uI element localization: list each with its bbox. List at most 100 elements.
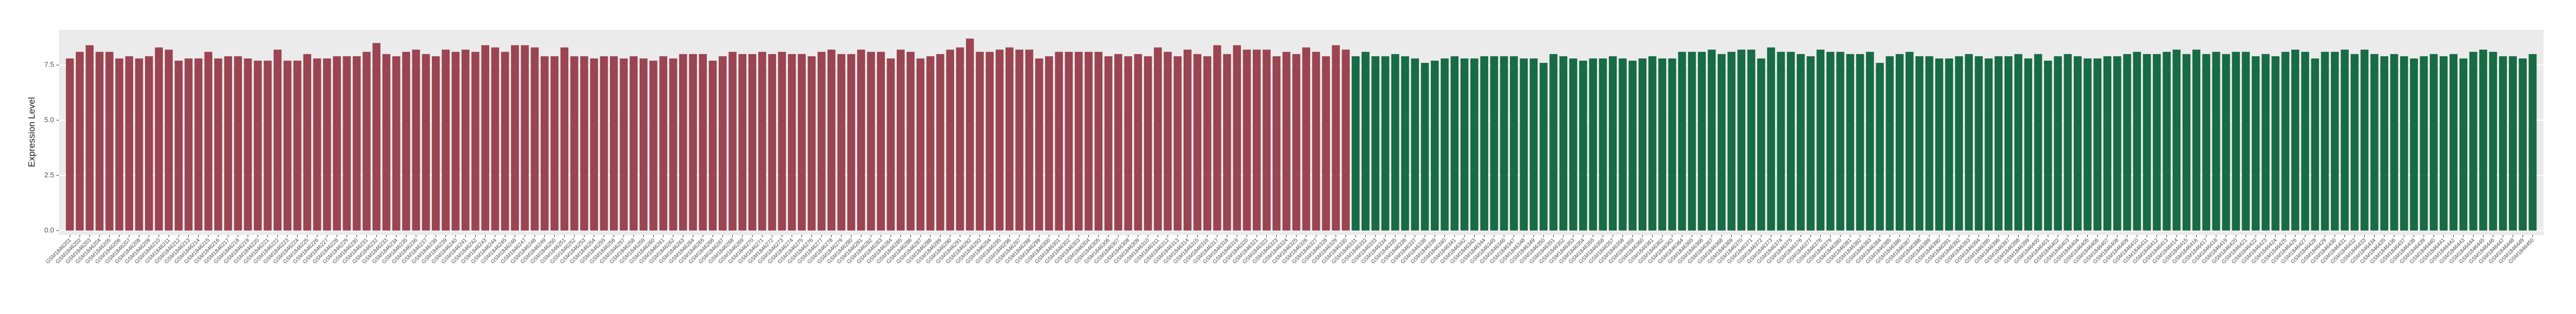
bar — [857, 49, 865, 231]
bar — [451, 51, 460, 231]
bar — [2321, 51, 2329, 231]
bar — [86, 45, 94, 231]
bar — [719, 56, 727, 231]
bar — [2459, 58, 2468, 231]
bar — [1441, 58, 1449, 231]
bar — [1905, 51, 1914, 231]
bar — [1064, 51, 1073, 231]
bar — [333, 56, 341, 231]
bar — [580, 56, 588, 231]
bar — [1263, 49, 1271, 231]
bar — [926, 56, 935, 231]
bar — [2143, 54, 2151, 231]
bar — [76, 51, 84, 231]
bar — [125, 56, 134, 231]
bar — [501, 51, 509, 231]
bar — [1619, 58, 1627, 231]
bar — [1569, 58, 1578, 231]
bar — [1272, 56, 1281, 231]
bar — [995, 49, 1004, 231]
bar — [264, 61, 272, 231]
bar — [2380, 56, 2389, 231]
bar — [2222, 54, 2230, 231]
bar — [1292, 54, 1300, 231]
bar — [965, 38, 974, 231]
bar — [1312, 51, 1320, 231]
bar — [244, 58, 252, 231]
bar — [906, 51, 915, 231]
bar — [916, 58, 925, 231]
bar — [1203, 56, 1212, 231]
bar — [1104, 56, 1113, 231]
bar — [2232, 51, 2240, 231]
bar — [1915, 56, 1924, 231]
bar — [254, 61, 262, 231]
bar — [2251, 56, 2260, 231]
bar — [1520, 58, 1528, 231]
bar — [827, 49, 836, 231]
bar — [1549, 54, 1558, 231]
bar — [1213, 45, 1221, 231]
bar — [1332, 45, 1340, 231]
bar — [1727, 51, 1736, 231]
bar — [2024, 58, 2033, 231]
bar — [1164, 51, 1172, 231]
bar — [2163, 51, 2171, 231]
bar — [1470, 58, 1478, 231]
bar — [1243, 49, 1251, 231]
bar — [234, 56, 242, 231]
bar — [2073, 56, 2082, 231]
bar — [165, 49, 173, 231]
bar — [738, 54, 747, 231]
bar — [2479, 49, 2487, 231]
y-tick-label: 2.5 — [44, 171, 54, 179]
bar — [530, 47, 539, 231]
bar — [1955, 56, 1963, 231]
bar — [2054, 56, 2062, 231]
bar — [402, 51, 410, 231]
bar — [1055, 51, 1063, 231]
bar — [2242, 51, 2250, 231]
bar — [2341, 49, 2349, 231]
bar — [2103, 56, 2112, 231]
bar — [1302, 47, 1310, 231]
bar — [1342, 49, 1350, 231]
bar — [600, 56, 608, 231]
bar — [1589, 58, 1597, 231]
bar — [1895, 54, 1904, 231]
y-axis-title: Expression Level — [27, 97, 37, 167]
bar — [2509, 56, 2517, 231]
bar — [1856, 54, 1864, 231]
bar — [2469, 51, 2478, 231]
bar — [2528, 54, 2537, 231]
bar — [1767, 47, 1775, 231]
bar — [1836, 51, 1844, 231]
bar — [1074, 51, 1083, 231]
bar — [422, 54, 430, 231]
bar — [432, 56, 440, 231]
bar — [679, 54, 687, 231]
bar — [1460, 58, 1469, 231]
bar — [2291, 49, 2299, 231]
bar — [491, 47, 500, 231]
bar — [65, 58, 74, 231]
bar — [1658, 58, 1666, 231]
bar — [2133, 51, 2141, 231]
bar — [1114, 54, 1122, 231]
bar — [115, 58, 123, 231]
bar — [2262, 54, 2270, 231]
bar — [985, 51, 994, 231]
bar — [2519, 58, 2527, 231]
bar — [382, 54, 391, 231]
bar — [135, 58, 143, 231]
bar — [2084, 58, 2092, 231]
bar — [2440, 56, 2448, 231]
bar — [1866, 51, 1874, 231]
bar — [1806, 56, 1815, 231]
bar — [224, 56, 232, 231]
bar — [768, 54, 777, 231]
bar — [1717, 54, 1726, 231]
bar — [1777, 51, 1785, 231]
